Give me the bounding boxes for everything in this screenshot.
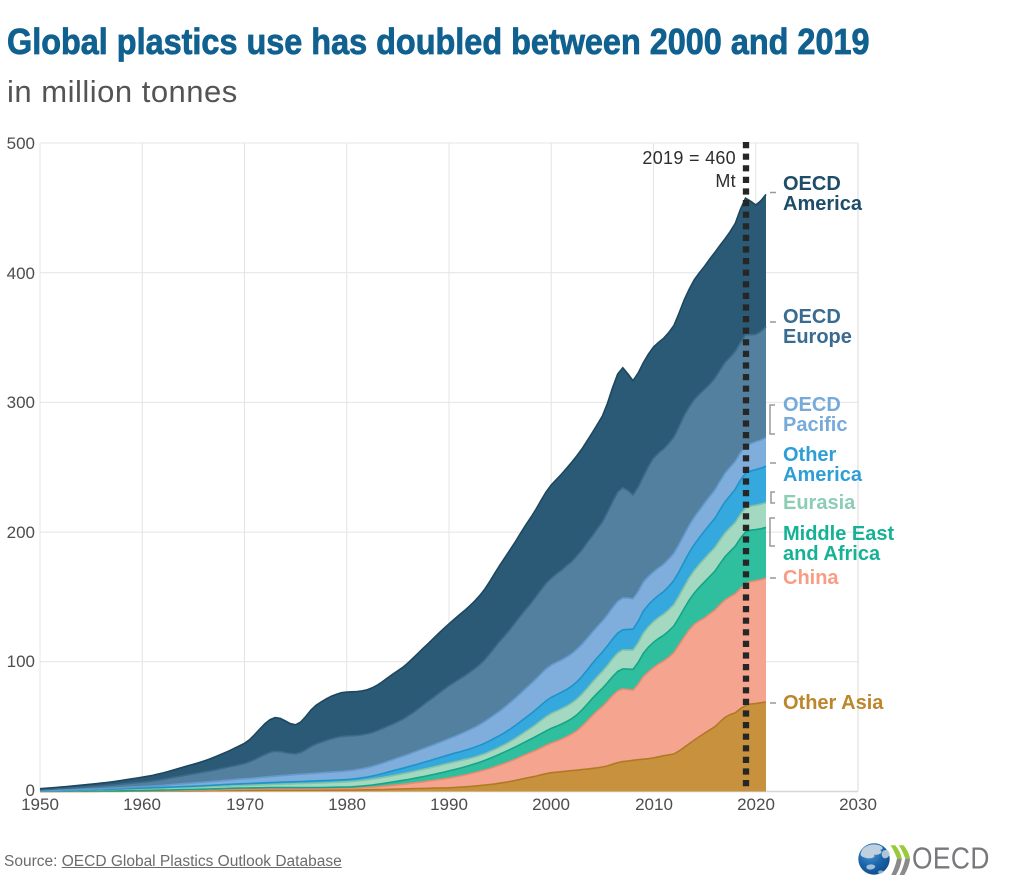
svg-text:OECD: OECD <box>912 842 990 876</box>
